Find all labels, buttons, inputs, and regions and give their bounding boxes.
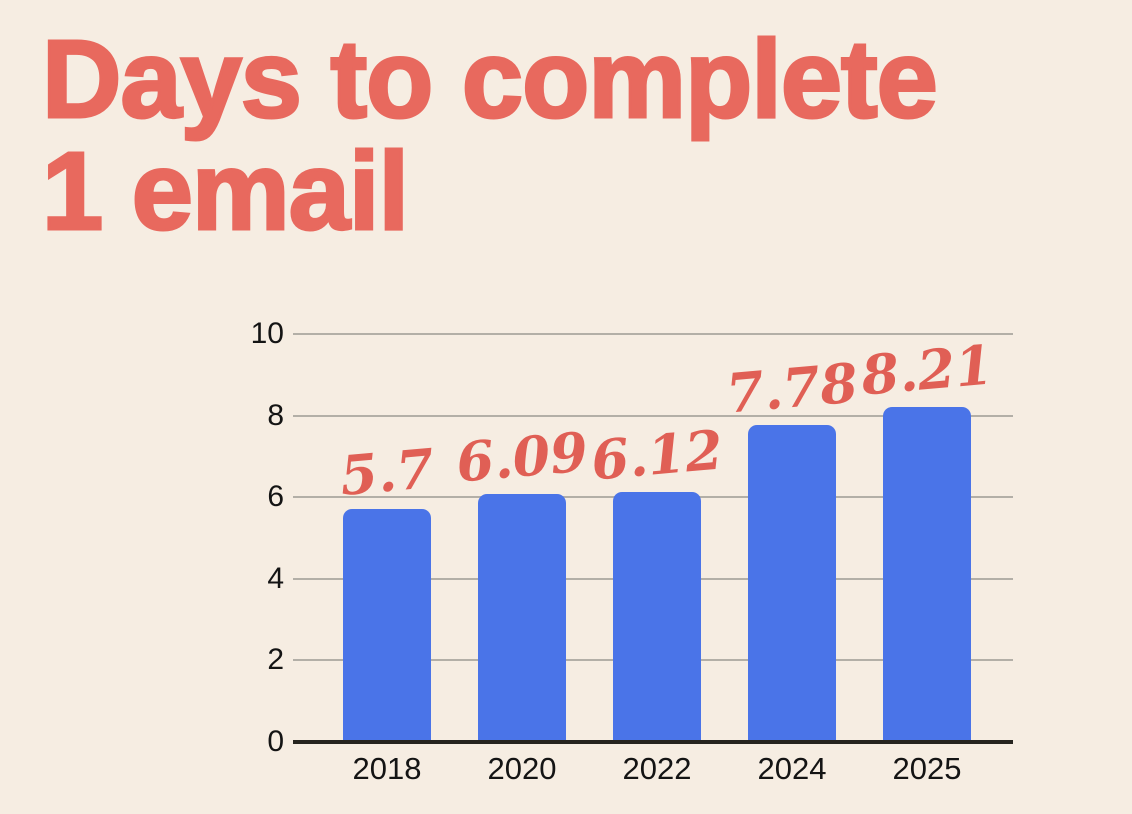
y-gridline (293, 414, 1013, 417)
bar-2020 (478, 493, 566, 742)
chart-title-line1: Days to complete (41, 18, 940, 141)
bar-2024 (748, 424, 836, 742)
x-tick-label: 2022 (622, 751, 692, 786)
y-tick-label: 4 (267, 561, 284, 595)
y-tick-label: 2 (267, 643, 284, 677)
y-tick-label: 6 (267, 480, 284, 514)
bar-2025 (883, 407, 971, 742)
bar-2018 (343, 509, 431, 742)
bar-value-annotation: 8.21 (858, 332, 996, 408)
x-axis-line (293, 740, 1013, 744)
y-gridline (293, 333, 1013, 335)
x-tick-label: 2024 (757, 751, 827, 786)
y-tick-label: 8 (267, 398, 284, 432)
chart-title: Days to complete 1 email (41, 18, 940, 253)
y-tick-label: 10 (250, 317, 284, 350)
chart-title-line2: 1 email (41, 130, 411, 253)
x-tick-label: 2025 (892, 751, 962, 786)
x-tick-label: 2018 (352, 751, 422, 786)
y-tick-label: 0 (267, 725, 284, 758)
x-tick-label: 2020 (487, 751, 557, 786)
bar-2022 (613, 492, 701, 742)
